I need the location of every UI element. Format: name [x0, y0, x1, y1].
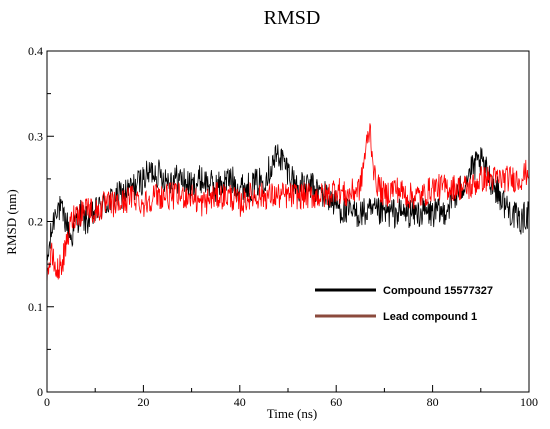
y-axis-label: RMSD (nm)	[4, 189, 19, 254]
legend-label-lead: Lead compound 1	[383, 311, 477, 323]
series-lead-line	[46, 123, 530, 285]
series-layer	[46, 123, 530, 285]
x-tick-label: 60	[330, 395, 342, 409]
x-tick-label: 80	[427, 395, 439, 409]
x-tick-label: 20	[137, 395, 149, 409]
legend-label-compound: Compound 15577327	[383, 285, 493, 297]
plot-area: 0 20 40 60 80 100 0 0.1 0.2 0.3 0.4	[28, 44, 538, 409]
legend: Compound 15577327 Lead compound 1	[315, 285, 493, 323]
y-tick-label: 0.2	[28, 215, 43, 229]
ticks-layer: 0 20 40 60 80 100 0 0.1 0.2 0.3 0.4	[28, 44, 538, 409]
x-tick-label: 40	[234, 395, 246, 409]
chart-title: RMSD	[264, 7, 321, 29]
plot-frame	[46, 50, 530, 393]
y-tick-label: 0.3	[28, 129, 43, 143]
x-tick-label: 100	[520, 395, 538, 409]
y-tick-label: 0	[37, 385, 43, 399]
x-tick-label: 0	[44, 395, 50, 409]
y-tick-label: 0.1	[28, 300, 43, 314]
y-tick-label: 0.4	[28, 44, 43, 58]
x-axis-label: Time (ns)	[267, 406, 317, 421]
